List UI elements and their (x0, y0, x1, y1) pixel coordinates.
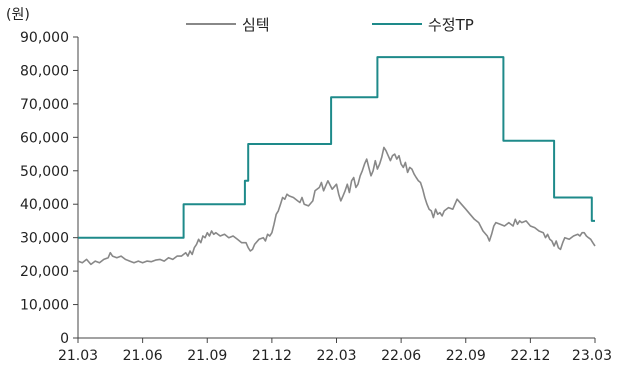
y-tick-label: 40,000 (20, 197, 69, 213)
legend: 심텍 수정TP (186, 16, 474, 34)
x-tick-label: 21.06 (123, 348, 163, 364)
y-unit-label: (원) (6, 7, 30, 23)
x-tick-label: 22.03 (316, 348, 356, 364)
series-line-stock-price (77, 146, 596, 266)
x-tick-label: 21.03 (58, 348, 98, 364)
x-tick-label: 22.06 (381, 348, 421, 364)
y-tick-label: 90,000 (20, 30, 69, 46)
x-axis: 21.03 21.06 21.09 21.12 22.03 22.06 22.09 22.12… (58, 337, 612, 364)
y-tick-label: 20,000 (20, 264, 69, 280)
y-tick-label: 30,000 (20, 231, 69, 247)
y-tick-label: 0 (60, 331, 69, 347)
x-tick-label: 21.12 (252, 348, 292, 364)
series-group (77, 56, 596, 266)
y-tick-label: 50,000 (20, 164, 69, 180)
x-tick-label: 22.12 (510, 348, 550, 364)
y-tick-label: 80,000 (20, 63, 69, 79)
y-axis: 0 10,000 20,000 30,000 40,000 50,000 60,000 70,… (20, 30, 79, 347)
y-tick-label: 60,000 (20, 130, 69, 146)
x-tick-label: 22.09 (446, 348, 486, 364)
legend-label: 심텍 (242, 16, 270, 34)
y-tick-label: 70,000 (20, 97, 69, 113)
y-tick-label: 10,000 (20, 298, 69, 314)
series-line-target-price (78, 56, 595, 239)
x-tick-label: 23.03 (572, 348, 612, 364)
legend-label: 수정TP (428, 16, 474, 34)
x-tick-label: 21.09 (187, 348, 227, 364)
